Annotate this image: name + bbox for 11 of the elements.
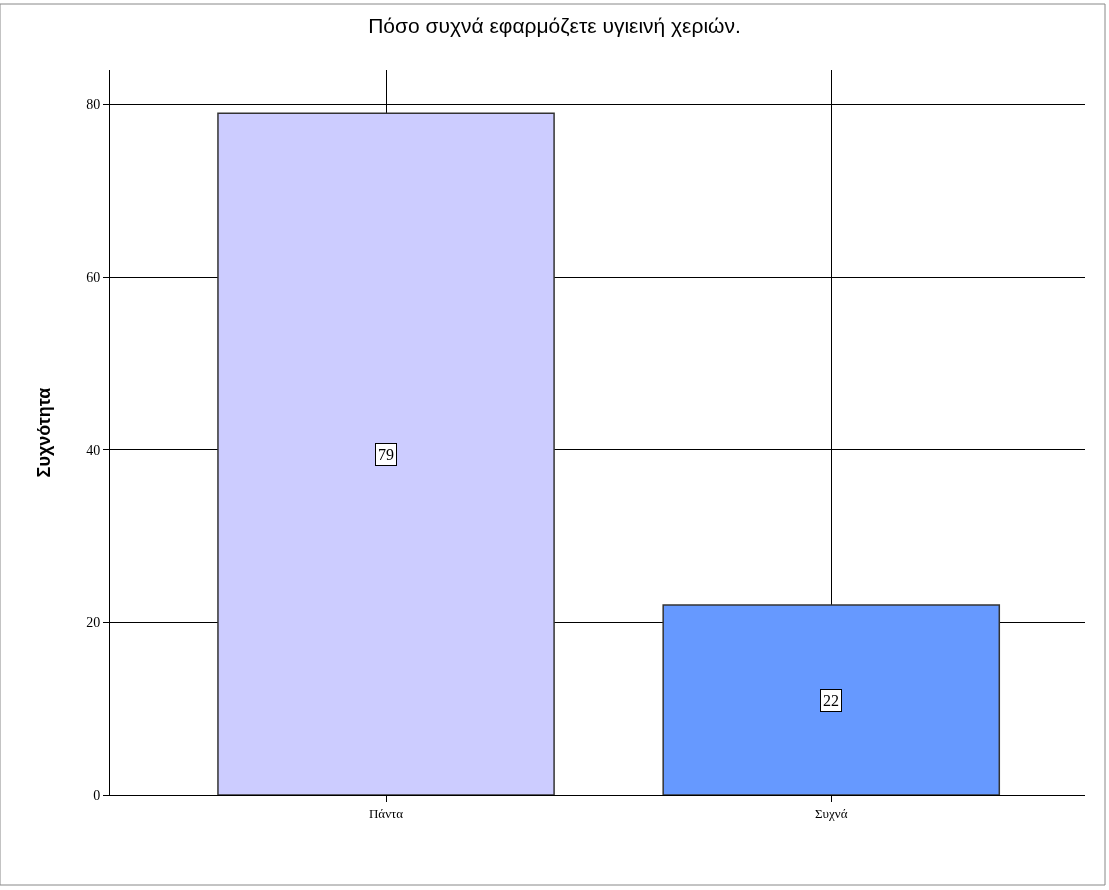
- y-tick-label: 80: [86, 97, 101, 113]
- y-axis-title: Συχνότητα: [34, 387, 55, 478]
- chart-title: Πόσο συχνά εφαρμόζετε υγιεινή χεριών.: [368, 14, 741, 38]
- y-tick-label: 60: [86, 270, 101, 286]
- x-tick-label: Πάντα: [368, 805, 404, 821]
- y-tick-label: 0: [93, 787, 101, 803]
- data-label: 22: [823, 692, 839, 709]
- x-tick-label: Συχνά: [815, 805, 848, 821]
- data-label: 79: [378, 446, 394, 463]
- y-tick-label: 20: [86, 615, 101, 631]
- y-tick-label: 40: [86, 442, 101, 458]
